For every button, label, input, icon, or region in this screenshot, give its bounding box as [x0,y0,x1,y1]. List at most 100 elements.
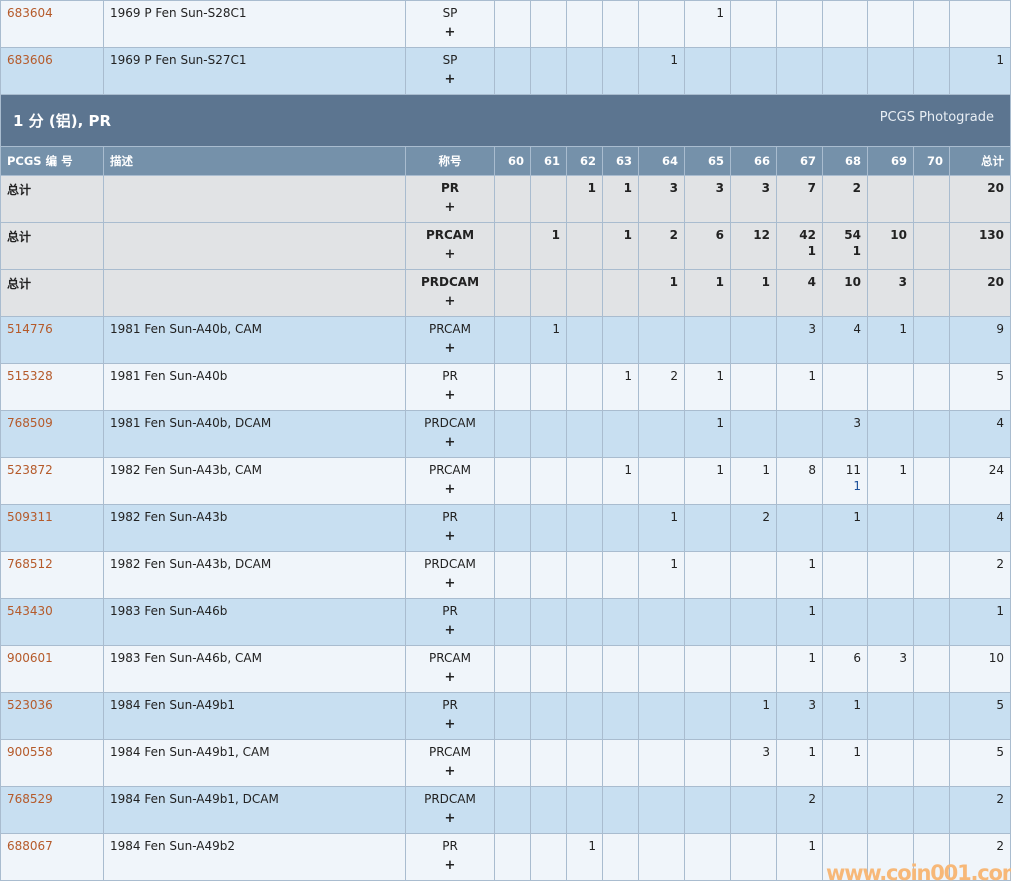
expand-plus-button[interactable]: + [444,529,456,544]
designation: PR [442,604,458,618]
grade-count[interactable]: 3 [899,651,907,665]
grade-count[interactable]: 1 [899,322,907,336]
expand-plus-button[interactable]: + [444,858,456,873]
grade-cell-64 [638,410,685,458]
grade-count[interactable]: 1 [716,463,724,477]
grade-count[interactable]: 1 [808,604,816,618]
grade-count[interactable]: 2 [670,369,678,383]
grade-count[interactable]: 1 [670,510,678,524]
expand-plus-button[interactable]: + [444,482,456,497]
expand-plus-button[interactable]: + [444,435,456,450]
grade-count[interactable]: 2 [762,510,770,524]
grade-count[interactable]: 1 [853,510,861,524]
pcgs-code-link[interactable]: 768512 [7,557,53,571]
pcgs-code-link[interactable]: 683604 [7,6,53,20]
expand-plus-button[interactable]: + [444,72,456,87]
grade-count[interactable]: 1 [762,698,770,712]
grade-cell-67: 8 [776,457,823,505]
description-cell: 1982 Fen Sun-A43b, DCAM [103,551,406,599]
grade-count[interactable]: 4 [853,322,861,336]
expand-plus-button[interactable]: + [444,670,456,685]
pcgs-code-link[interactable]: 523872 [7,463,53,477]
grade-count[interactable]: 1 [808,839,816,853]
grade-count[interactable]: 1 [624,463,632,477]
grade-count: 3 [669,181,678,195]
description-cell: 1984 Fen Sun-A49b2 [103,833,406,881]
grade-cell-64: 1 [638,269,685,317]
pcgs-code-link[interactable]: 514776 [7,322,53,336]
grade-count[interactable]: 1 [808,369,816,383]
grade-count[interactable]: 2 [808,792,816,806]
grade-count[interactable]: 3 [808,322,816,336]
designation-cell: PRCAM + [405,645,495,693]
expand-plus-button[interactable]: + [444,247,456,262]
expand-plus-button[interactable]: + [444,341,456,356]
grade-count: 2 [669,228,678,242]
grade-count[interactable]: 1 [670,557,678,571]
grade-plus-count[interactable]: 1 [852,244,861,258]
total-row: 总计 PRDCAM +1 1 1 4 10 3 20 [0,269,1011,317]
expand-plus-button[interactable]: + [444,200,456,215]
total-count: 20 [987,275,1004,289]
grade-plus-count[interactable]: 1 [853,479,861,493]
grade-count[interactable]: 3 [762,745,770,759]
grade-cell-62 [566,739,603,787]
grade-count[interactable]: 1 [853,745,861,759]
pcgs-code-link[interactable]: 523036 [7,698,53,712]
designation: PR [442,369,458,383]
expand-plus-button[interactable]: + [444,576,456,591]
grade-count: 3 [898,275,907,289]
expand-plus-button[interactable]: + [444,811,456,826]
grade-count: 54 [844,228,861,242]
grade-count[interactable]: 1 [762,463,770,477]
grade-count[interactable]: 1 [670,53,678,67]
grade-count[interactable]: 1 [716,6,724,20]
grade-cell-61 [530,692,567,740]
grade-count[interactable]: 1 [808,745,816,759]
expand-plus-button[interactable]: + [444,623,456,638]
grade-count[interactable]: 1 [552,322,560,336]
grade-count[interactable]: 1 [899,463,907,477]
pcgs-code-link[interactable]: 768529 [7,792,53,806]
grade-count[interactable]: 1 [588,839,596,853]
pcgs-code-link[interactable]: 900601 [7,651,53,665]
expand-plus-button[interactable]: + [444,25,456,40]
grade-cell-65: 1 [684,363,731,411]
grade-count[interactable]: 1 [808,557,816,571]
grade-count[interactable]: 3 [808,698,816,712]
expand-plus-button[interactable]: + [444,294,456,309]
grade-count[interactable]: 8 [808,463,816,477]
pcgs-code-link[interactable]: 688067 [7,839,53,853]
grade-cell-64: 1 [638,504,685,552]
grade-count[interactable]: 1 [624,369,632,383]
grade-cell-60 [494,457,531,505]
pcgs-code-link[interactable]: 515328 [7,369,53,383]
grade-cell-62 [566,692,603,740]
grade-cell-66 [730,645,777,693]
grade-cell-70 [913,645,950,693]
grade-cell-66 [730,316,777,364]
grade-count[interactable]: 3 [853,416,861,430]
expand-plus-button[interactable]: + [444,388,456,403]
grade-count[interactable]: 1 [716,416,724,430]
grade-cell-66 [730,833,777,881]
photograde-link[interactable]: PCGS Photograde [879,110,994,125]
pcgs-code-link[interactable]: 683606 [7,53,53,67]
grade-count[interactable]: 11 [845,463,861,477]
grade-count[interactable]: 1 [716,369,724,383]
pcgs-code-link[interactable]: 543430 [7,604,53,618]
grade-count[interactable]: 6 [853,651,861,665]
grade-plus-count[interactable]: 1 [807,244,816,258]
pcgs-code-link[interactable]: 768509 [7,416,53,430]
total-cell: 20 [949,269,1011,317]
grade-cell-65: 6 [684,222,731,270]
grade-cell-63 [602,0,639,48]
total-cell: 4 [949,410,1011,458]
section-header: 1 分 (铝), PR PCGS Photograde [0,94,1011,147]
pcgs-code-link[interactable]: 900558 [7,745,53,759]
grade-count[interactable]: 1 [808,651,816,665]
expand-plus-button[interactable]: + [444,717,456,732]
grade-count[interactable]: 1 [853,698,861,712]
pcgs-code-link[interactable]: 509311 [7,510,53,524]
expand-plus-button[interactable]: + [444,764,456,779]
